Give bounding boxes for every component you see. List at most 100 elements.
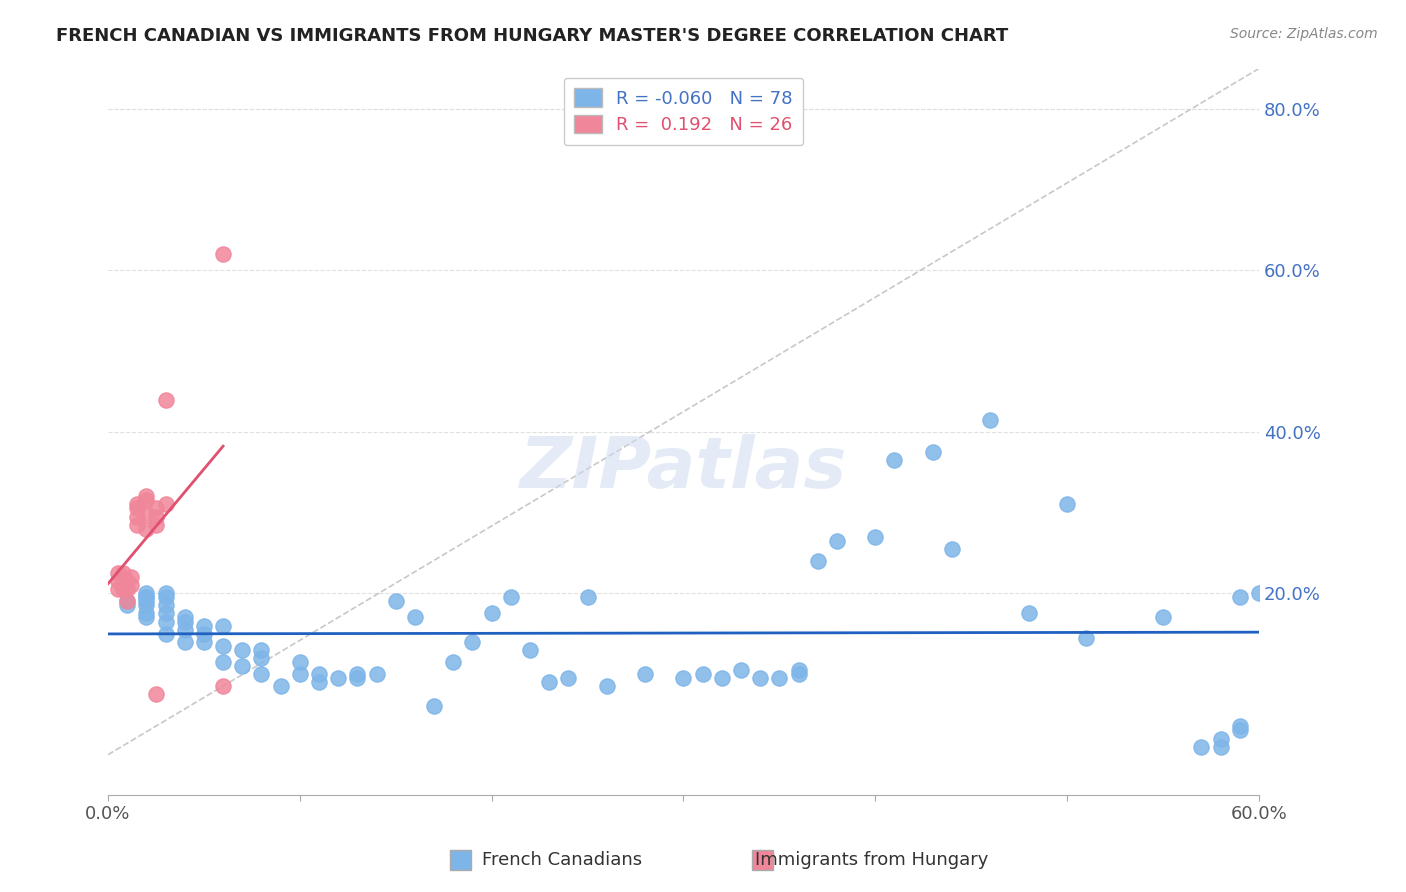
Legend: R = -0.060   N = 78, R =  0.192   N = 26: R = -0.060 N = 78, R = 0.192 N = 26 — [564, 78, 803, 145]
Point — [125, 509, 148, 524]
Text: Source: ZipAtlas.com: Source: ZipAtlas.com — [1230, 27, 1378, 41]
Point — [634, 667, 657, 681]
Point — [538, 675, 561, 690]
Point — [787, 663, 810, 677]
Point — [212, 655, 235, 669]
Point — [749, 671, 772, 685]
Point — [120, 578, 142, 592]
Point — [135, 591, 157, 605]
Point — [384, 594, 406, 608]
Point — [135, 599, 157, 613]
Point — [423, 699, 446, 714]
Point — [404, 610, 426, 624]
Point — [825, 533, 848, 548]
Point — [212, 639, 235, 653]
Point — [107, 566, 129, 580]
Point — [125, 517, 148, 532]
Point — [308, 675, 330, 690]
Point — [155, 498, 177, 512]
Point — [173, 623, 195, 637]
Point — [135, 506, 157, 520]
Point — [921, 445, 943, 459]
Point — [155, 626, 177, 640]
Point — [328, 671, 350, 685]
Text: French Canadians: French Canadians — [482, 851, 643, 869]
Point — [1056, 498, 1078, 512]
Point — [499, 591, 522, 605]
Point — [135, 610, 157, 624]
Point — [1209, 739, 1232, 754]
Point — [145, 687, 167, 701]
Point — [941, 541, 963, 556]
Point — [288, 655, 311, 669]
Point — [115, 574, 138, 588]
Point — [193, 634, 215, 648]
Point — [145, 509, 167, 524]
Point — [173, 634, 195, 648]
Point — [107, 574, 129, 588]
Point — [557, 671, 579, 685]
Point — [346, 667, 368, 681]
Point — [155, 599, 177, 613]
Point — [193, 626, 215, 640]
Point — [1076, 631, 1098, 645]
Point — [250, 650, 273, 665]
Point — [231, 642, 253, 657]
Point — [112, 582, 135, 597]
Point — [115, 594, 138, 608]
Point — [441, 655, 464, 669]
Point — [145, 501, 167, 516]
Point — [461, 634, 484, 648]
Point — [288, 667, 311, 681]
Point — [135, 591, 157, 605]
Point — [768, 671, 790, 685]
Point — [125, 501, 148, 516]
Point — [112, 566, 135, 580]
Point — [135, 493, 157, 508]
Point — [135, 522, 157, 536]
Point — [115, 599, 138, 613]
Text: ZIPatlas: ZIPatlas — [520, 434, 848, 502]
Point — [212, 618, 235, 632]
Point — [1229, 719, 1251, 733]
Text: Immigrants from Hungary: Immigrants from Hungary — [755, 851, 988, 869]
Point — [865, 530, 887, 544]
Point — [135, 586, 157, 600]
Point — [692, 667, 714, 681]
Point — [125, 498, 148, 512]
Point — [193, 618, 215, 632]
Point — [1018, 607, 1040, 621]
Point — [270, 679, 292, 693]
Point — [672, 671, 695, 685]
Point — [596, 679, 619, 693]
Point — [979, 412, 1001, 426]
Point — [145, 517, 167, 532]
Point — [576, 591, 599, 605]
Point — [346, 671, 368, 685]
Point — [710, 671, 733, 685]
Point — [231, 659, 253, 673]
Point — [787, 667, 810, 681]
Point — [883, 453, 905, 467]
Point — [120, 570, 142, 584]
Point — [115, 594, 138, 608]
Point — [1209, 731, 1232, 746]
Point — [1247, 586, 1270, 600]
Point — [135, 489, 157, 503]
Point — [1152, 610, 1174, 624]
Text: FRENCH CANADIAN VS IMMIGRANTS FROM HUNGARY MASTER'S DEGREE CORRELATION CHART: FRENCH CANADIAN VS IMMIGRANTS FROM HUNGA… — [56, 27, 1008, 45]
Point — [107, 582, 129, 597]
Point — [1229, 591, 1251, 605]
Point — [173, 615, 195, 629]
Point — [212, 679, 235, 693]
Point — [481, 607, 503, 621]
Point — [155, 607, 177, 621]
Point — [308, 667, 330, 681]
Point — [250, 642, 273, 657]
Point — [135, 594, 157, 608]
Point — [519, 642, 541, 657]
Point — [1229, 723, 1251, 738]
Point — [366, 667, 388, 681]
Point — [135, 607, 157, 621]
Point — [173, 610, 195, 624]
